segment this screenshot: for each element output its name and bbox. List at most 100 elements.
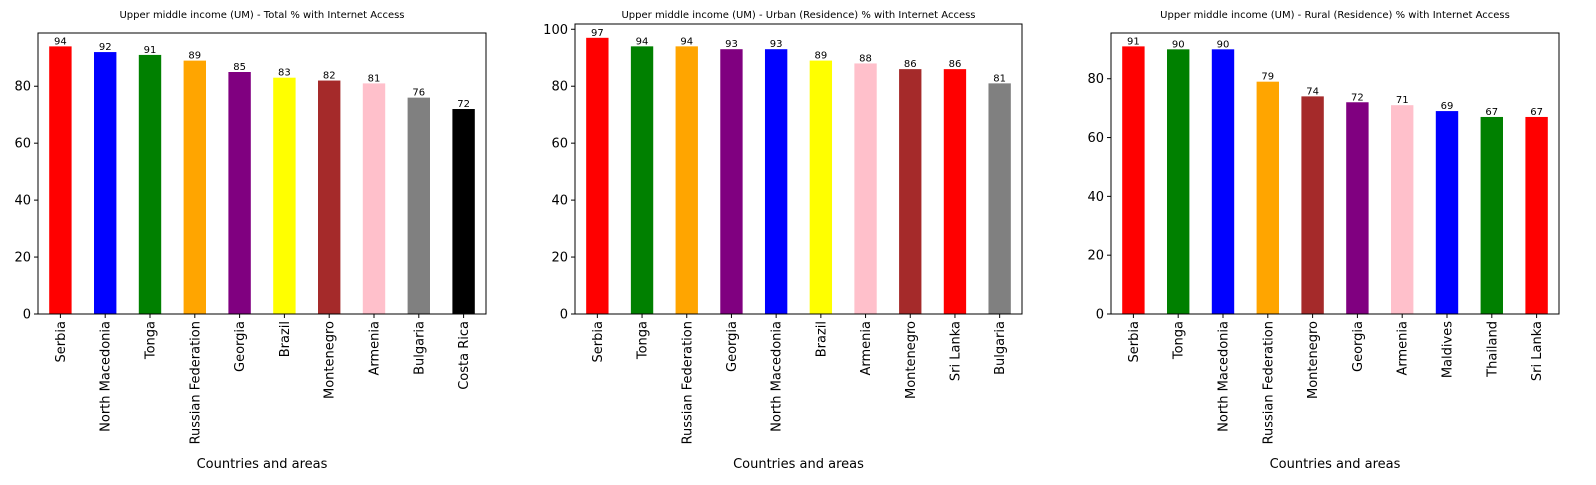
data-label: 72 <box>1351 92 1364 103</box>
x-axis-label: Countries and areas <box>197 457 328 472</box>
chart-panel-urban: Upper middle income (UM) - Urban (Reside… <box>543 10 1023 472</box>
bar-north-macedonia <box>764 49 788 314</box>
bar-bulgaria <box>407 97 430 314</box>
data-label: 97 <box>591 28 604 39</box>
x-tick-label-thailand: Thailand <box>1485 321 1500 378</box>
bar-sri-lanka <box>943 69 967 314</box>
data-label: 71 <box>1396 95 1409 106</box>
data-label: 67 <box>1530 107 1543 118</box>
data-label: 90 <box>1172 39 1185 50</box>
data-label: 74 <box>1306 86 1319 97</box>
chart-panel-rural: Upper middle income (UM) - Rural (Reside… <box>1087 10 1560 472</box>
bar-north-macedonia <box>1211 49 1235 315</box>
data-label: 92 <box>99 42 112 53</box>
data-label: 69 <box>1441 101 1454 112</box>
x-tick-label-serbia: Serbia <box>54 321 69 362</box>
bar-tonga <box>138 54 162 314</box>
bar-maldives <box>1435 111 1459 314</box>
data-label: 94 <box>636 36 649 47</box>
x-tick-label-montenegro: Montenegro <box>904 321 919 399</box>
chart-panel-total: Upper middle income (UM) - Total % with … <box>14 10 487 472</box>
chart-title: Upper middle income (UM) - Rural (Reside… <box>1160 10 1510 21</box>
bar-thailand <box>1480 116 1503 315</box>
x-tick-label-brazil: Brazil <box>278 321 293 357</box>
bar-russian-federation <box>675 46 698 314</box>
bar-serbia <box>586 37 609 315</box>
x-tick-label-montenegro: Montenegro <box>1306 321 1321 399</box>
y-tick-label: 100 <box>543 23 568 38</box>
x-tick-label-georgia: Georgia <box>233 321 248 372</box>
data-label: 81 <box>993 73 1006 84</box>
bar-bulgaria <box>988 83 1011 314</box>
y-tick-label: 20 <box>1087 249 1104 264</box>
data-label: 83 <box>278 68 291 79</box>
y-tick-label: 80 <box>551 80 568 95</box>
data-label: 72 <box>457 99 470 110</box>
data-label: 93 <box>770 39 783 50</box>
data-label: 93 <box>725 39 738 50</box>
x-tick-label-sri-lanka: Sri Lanka <box>948 321 963 381</box>
x-tick-label-brazil: Brazil <box>814 321 829 357</box>
x-tick-label-georgia: Georgia <box>725 321 740 372</box>
x-tick-label-sri-lanka: Sri Lanka <box>1530 321 1545 381</box>
y-tick-label: 80 <box>1087 72 1104 87</box>
bar-georgia <box>228 72 251 314</box>
data-label: 90 <box>1217 39 1230 50</box>
y-tick-label: 80 <box>14 80 31 95</box>
y-tick-label: 40 <box>551 194 568 209</box>
bar-sri-lanka <box>1525 116 1548 315</box>
data-label: 86 <box>949 59 962 70</box>
data-label: 81 <box>368 73 381 84</box>
x-tick-label-russian-federation: Russian Federation <box>680 321 695 444</box>
y-tick-label: 0 <box>23 308 31 323</box>
bar-north-macedonia <box>94 52 117 314</box>
bar-tonga <box>630 46 654 314</box>
x-axis-label: Countries and areas <box>1270 457 1401 472</box>
bar-montenegro <box>318 80 341 314</box>
x-tick-label-bulgaria: Bulgaria <box>993 321 1008 375</box>
x-tick-label-north-macedonia: North Macedonia <box>99 321 114 432</box>
x-tick-label-montenegro: Montenegro <box>323 321 338 399</box>
bar-russian-federation <box>1256 81 1279 314</box>
y-tick-label: 40 <box>1087 190 1104 205</box>
data-label: 82 <box>323 71 336 82</box>
data-label: 91 <box>144 45 157 56</box>
data-label: 94 <box>680 36 693 47</box>
chart-title: Upper middle income (UM) - Total % with … <box>119 10 404 21</box>
x-tick-label-bulgaria: Bulgaria <box>412 321 427 375</box>
bar-serbia <box>49 46 72 314</box>
x-tick-label-maldives: Maldives <box>1441 321 1456 378</box>
bar-georgia <box>1346 102 1369 315</box>
bar-armenia <box>362 83 386 315</box>
bar-tonga <box>1167 49 1190 315</box>
x-tick-label-armenia: Armenia <box>368 321 383 376</box>
x-axis-label: Countries and areas <box>733 457 864 472</box>
x-tick-label-tonga: Tonga <box>636 321 651 360</box>
bar-brazil <box>273 77 296 314</box>
data-label: 91 <box>1127 36 1140 47</box>
plot-frame <box>1110 32 1560 315</box>
data-label: 79 <box>1261 72 1274 83</box>
x-tick-label-tonga: Tonga <box>144 321 159 360</box>
data-label: 76 <box>412 88 425 99</box>
y-tick-label: 60 <box>1087 131 1104 146</box>
x-tick-label-armenia: Armenia <box>859 321 874 376</box>
y-tick-label: 0 <box>1096 308 1104 323</box>
x-tick-label-north-macedonia: North Macedonia <box>1217 321 1232 432</box>
x-tick-label-georgia: Georgia <box>1351 321 1366 372</box>
x-tick-label-serbia: Serbia <box>591 321 606 362</box>
data-label: 89 <box>188 51 201 62</box>
bar-russian-federation <box>183 60 206 314</box>
y-tick-label: 60 <box>14 137 31 152</box>
bar-armenia <box>1391 105 1414 314</box>
data-label: 67 <box>1485 107 1498 118</box>
x-tick-label-russian-federation: Russian Federation <box>188 321 203 444</box>
plot-frame <box>574 23 1023 315</box>
y-tick-label: 60 <box>551 137 568 152</box>
x-tick-label-russian-federation: Russian Federation <box>1261 321 1276 444</box>
bar-costa-rica <box>452 109 475 314</box>
chart-title: Upper middle income (UM) - Urban (Reside… <box>621 10 975 21</box>
x-tick-label-armenia: Armenia <box>1396 321 1411 376</box>
x-tick-label-north-macedonia: North Macedonia <box>770 321 785 432</box>
